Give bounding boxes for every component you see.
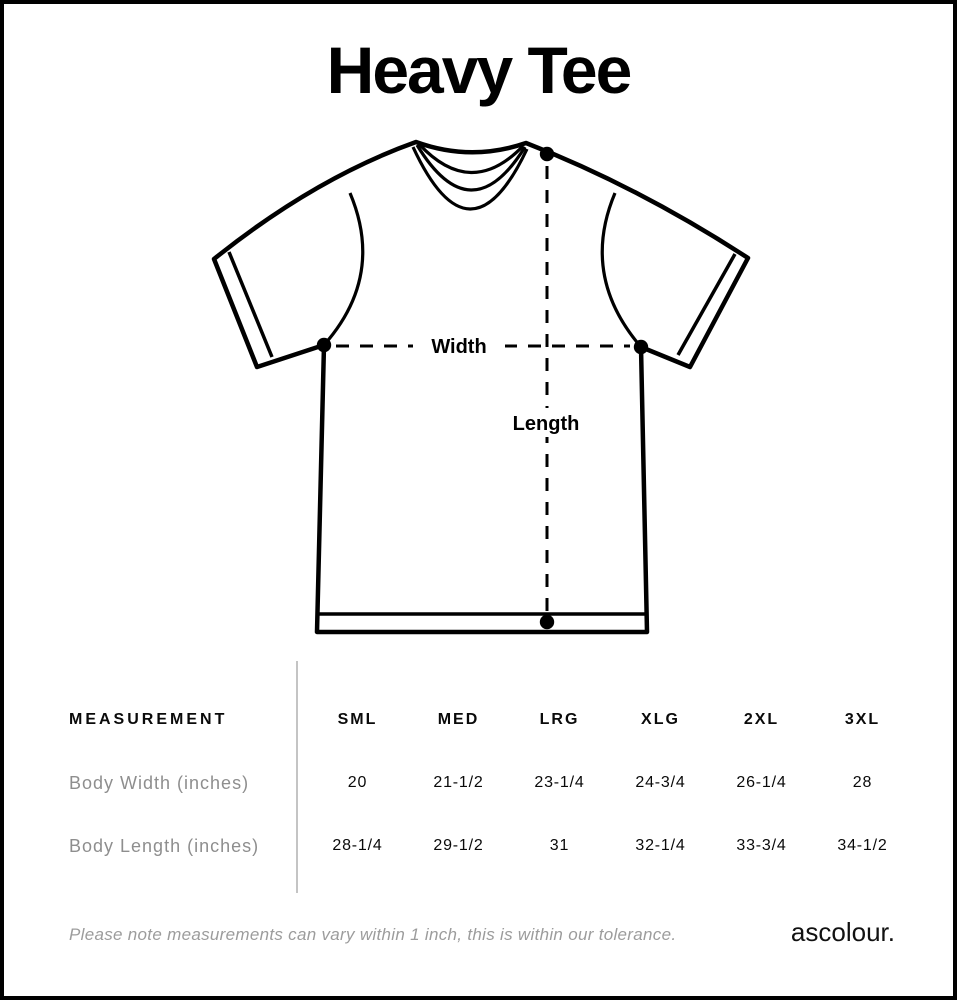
measurement-header: MEASUREMENT [69, 711, 228, 728]
size-header-2xl: 2XL [743, 711, 780, 728]
table-header-row: MEASUREMENT SML MED LRG XLG 2XL 3XL [69, 705, 913, 735]
body-length-sml: 28-1/4 [332, 837, 383, 854]
right-armhole-seam [600, 192, 643, 349]
tshirt-drawing: Width Length [211, 139, 751, 635]
body-length-3xl: 34-1/2 [837, 837, 888, 854]
brand-logo: ascolour. [790, 917, 895, 947]
left-cuff-stitch-line [227, 251, 274, 358]
body-width-med: 21-1/2 [433, 774, 484, 791]
size-header-3xl: 3XL [844, 711, 881, 728]
table-row-body-length: Body Length (inches) 28-1/4 29-1/2 31 32… [69, 831, 913, 861]
body-width-2xl: 26-1/4 [736, 774, 787, 791]
body-width-xlg: 24-3/4 [635, 774, 686, 791]
shoulder-point-dot [539, 146, 555, 162]
size-header-sml: SML [337, 711, 378, 728]
width-label: Width [431, 336, 486, 358]
left-armhole-seam [322, 192, 365, 347]
width-label-mask [413, 332, 505, 359]
body-width-lrg: 23-1/4 [534, 774, 585, 791]
tolerance-note: Please note measurements can vary within… [69, 925, 677, 944]
body-width-sml: 20 [347, 774, 368, 791]
right-armpit-dot [633, 339, 649, 355]
body-width-3xl: 28 [852, 774, 873, 791]
size-header-med: MED [437, 711, 480, 728]
table-row-body-width: Body Width (inches) 20 21-1/2 23-1/4 24-… [69, 768, 913, 798]
row-label-body-length: Body Length (inches) [69, 835, 260, 856]
hem-point-dot [539, 614, 555, 630]
collar-outer-seam [411, 146, 529, 211]
page-title: Heavy Tee [326, 33, 633, 107]
body-length-med: 29-1/2 [433, 837, 484, 854]
length-label-mask [506, 408, 588, 437]
tshirt-outline [211, 139, 751, 635]
body-length-2xl: 33-3/4 [736, 837, 787, 854]
tshirt-diagram: Width Length [174, 104, 794, 664]
row-label-body-width: Body Width (inches) [69, 772, 250, 793]
left-armpit-dot [316, 337, 332, 353]
body-length-lrg: 31 [549, 837, 570, 854]
collar-back-seam [417, 142, 525, 175]
collar-inner-seam [415, 144, 527, 192]
table-divider-line [296, 661, 298, 893]
size-header-lrg: LRG [539, 711, 580, 728]
body-length-xlg: 32-1/4 [635, 837, 686, 854]
right-cuff-stitch-line [676, 253, 737, 356]
length-label: Length [513, 413, 580, 435]
size-header-xlg: XLG [641, 711, 680, 728]
